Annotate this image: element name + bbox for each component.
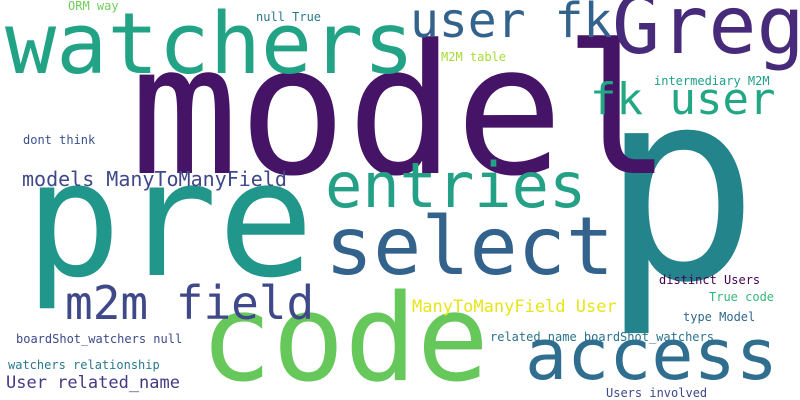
- word-related-name-boardshot-watchers: related_name boardShot_watchers: [490, 330, 714, 344]
- word-code: code: [200, 270, 489, 400]
- word-pre: pre: [25, 126, 314, 313]
- word-watchers: watchers: [5, 0, 415, 94]
- word-null-true: null True: [256, 10, 322, 24]
- word-entries: entries: [325, 149, 587, 222]
- word-select: select: [325, 200, 614, 293]
- word-manytomanyfield-user: ManyToManyField User: [412, 297, 617, 317]
- word-model: model: [130, 7, 672, 216]
- word-fk-user: fk user: [590, 74, 776, 125]
- word-watchers-relationship: watchers relationship: [8, 358, 160, 372]
- word-dont-think: dont think: [23, 133, 96, 147]
- word-m2m-table: M2M table: [441, 50, 507, 64]
- word-users-involved: Users involved: [606, 386, 708, 400]
- word-greg: Greg: [612, 0, 800, 72]
- word-models-manytomanyfield: models ManyToManyField: [22, 167, 287, 191]
- word-true-code: True code: [709, 290, 775, 304]
- word-orm-way: ORM way: [68, 0, 119, 13]
- word-user-related-name: User related_name: [6, 373, 180, 393]
- word-distinct-users: distinct Users: [659, 273, 761, 287]
- word-type-model: type Model: [683, 310, 756, 324]
- word-m2m-field: m2m field: [65, 276, 315, 330]
- word-access: access: [525, 314, 778, 396]
- word-user-fk: user fk: [410, 0, 613, 49]
- word-intermediary-m2m: intermediary M2M: [654, 74, 770, 88]
- word-p: p: [600, 33, 760, 341]
- word-boardshot-watchers-null: boardShot_watchers null: [16, 332, 183, 346]
